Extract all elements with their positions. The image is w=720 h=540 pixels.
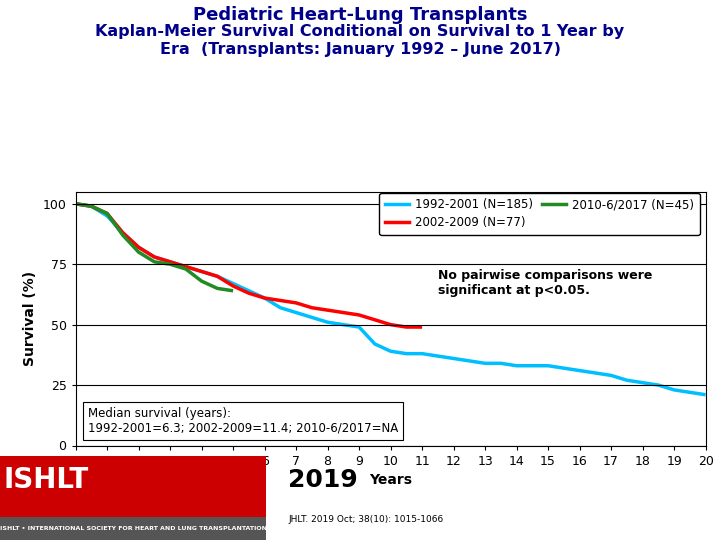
Text: ISHLT: ISHLT (4, 465, 89, 494)
Text: Median survival (years):
1992-2001=6.3; 2002-2009=11.4; 2010-6/2017=NA: Median survival (years): 1992-2001=6.3; … (88, 407, 398, 435)
Text: Era  (Transplants: January 1992 – June 2017): Era (Transplants: January 1992 – June 20… (160, 42, 560, 57)
Text: Kaplan-Meier Survival Conditional on Survival to 1 Year by: Kaplan-Meier Survival Conditional on Sur… (96, 24, 624, 39)
Text: ISHLT • INTERNATIONAL SOCIETY FOR HEART AND LUNG TRANSPLANTATION: ISHLT • INTERNATIONAL SOCIETY FOR HEART … (0, 526, 266, 531)
Legend: 1992-2001 (N=185), 2002-2009 (N=77), 2010-6/2017 (N=45): 1992-2001 (N=185), 2002-2009 (N=77), 201… (379, 193, 700, 235)
Text: 2019: 2019 (288, 468, 358, 492)
Text: JHLT. 2019 Oct; 38(10): 1015-1066: JHLT. 2019 Oct; 38(10): 1015-1066 (288, 515, 444, 524)
Text: No pairwise comparisons were
significant at p<0.05.: No pairwise comparisons were significant… (438, 269, 652, 297)
Y-axis label: Survival (%): Survival (%) (23, 271, 37, 366)
X-axis label: Years: Years (369, 473, 412, 487)
Text: Pediatric Heart-Lung Transplants: Pediatric Heart-Lung Transplants (193, 6, 527, 24)
